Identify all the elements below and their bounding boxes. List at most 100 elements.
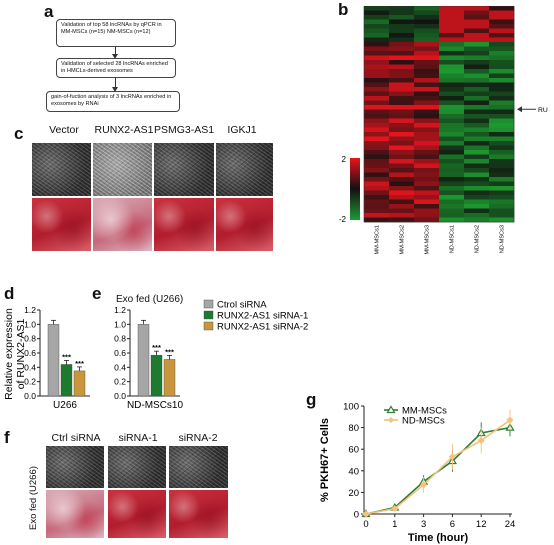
c-stain-psmg3-as1 bbox=[154, 198, 214, 251]
heatmap-cell bbox=[414, 217, 440, 223]
heatmap-cell bbox=[464, 154, 490, 160]
heatmap-cell bbox=[414, 132, 440, 137]
heatmap-cell bbox=[389, 114, 415, 119]
heatmap-cell bbox=[364, 46, 390, 52]
heatmap-cell bbox=[364, 78, 390, 83]
heatmap-cell bbox=[439, 154, 465, 160]
heatmap-cell bbox=[364, 100, 390, 106]
heatmap-cell bbox=[464, 91, 490, 97]
heatmap-cell bbox=[489, 190, 515, 196]
heatmap-column-label: ND-MSCs2 bbox=[475, 225, 481, 253]
heatmap-cell bbox=[414, 186, 440, 191]
heatmap-cell bbox=[489, 136, 515, 142]
heatmap-border bbox=[363, 6, 515, 223]
scale-min-label: -2 bbox=[339, 215, 347, 222]
heatmap-cell bbox=[414, 10, 440, 16]
heatmap-cell bbox=[489, 64, 515, 70]
heatmap-cell bbox=[389, 60, 415, 65]
y-tick-label: 0.4 bbox=[114, 362, 126, 372]
heatmap-cell bbox=[414, 28, 440, 34]
heatmap-cell bbox=[439, 195, 465, 200]
heatmap-cell bbox=[489, 15, 515, 20]
legend-marker bbox=[386, 405, 396, 414]
f-micrograph-sirna1 bbox=[108, 446, 166, 488]
heatmap-cell bbox=[389, 136, 415, 142]
legend-marker bbox=[388, 417, 394, 423]
heatmap-cell bbox=[464, 64, 490, 70]
data-point bbox=[362, 510, 370, 518]
heatmap-cell bbox=[464, 78, 490, 83]
heatmap-cell bbox=[389, 190, 415, 196]
heatmap-cell bbox=[439, 163, 465, 169]
heatmap-cell bbox=[439, 114, 465, 119]
f-side-label: Exo fed (U266) bbox=[28, 466, 39, 530]
heatmap-cell bbox=[439, 186, 465, 191]
heatmap-cell bbox=[414, 19, 440, 25]
heatmap-cell bbox=[364, 141, 390, 146]
heatmap-cell bbox=[439, 82, 465, 88]
heatmap-cell bbox=[414, 64, 440, 70]
heatmap-cell bbox=[439, 46, 465, 52]
heatmap-cell bbox=[464, 172, 490, 178]
heatmap-cell bbox=[464, 123, 490, 128]
heatmap-cell bbox=[489, 6, 515, 11]
heatmap-cell bbox=[439, 141, 465, 146]
heatmap-cell bbox=[389, 141, 415, 146]
heatmap-cell bbox=[464, 42, 490, 47]
heatmap-cell bbox=[464, 217, 490, 223]
heatmap-cell bbox=[389, 172, 415, 178]
heatmap-cell bbox=[389, 150, 415, 155]
x-tick-label: 3 bbox=[421, 519, 426, 530]
heatmap-cell bbox=[464, 96, 490, 101]
heatmap-cell bbox=[389, 37, 415, 43]
heatmap-cell bbox=[364, 109, 390, 115]
heatmap-cell bbox=[439, 213, 465, 218]
heatmap-cell bbox=[389, 28, 415, 34]
heatmap-cell bbox=[464, 69, 490, 74]
panel-a-label: a bbox=[44, 2, 54, 21]
heatmap-cell bbox=[414, 87, 440, 92]
heatmap-cell bbox=[364, 123, 390, 128]
y-tick-label: 60 bbox=[348, 445, 359, 456]
heatmap-cell bbox=[389, 6, 415, 11]
x-tick-label: 0 bbox=[363, 519, 368, 530]
heatmap-cell bbox=[364, 28, 390, 34]
heatmap-cell bbox=[414, 172, 440, 178]
legend-label: MM-MSCs bbox=[402, 406, 447, 417]
heatmap-cell bbox=[414, 6, 440, 11]
heatmap-cell bbox=[489, 105, 515, 110]
heatmap-cell bbox=[389, 186, 415, 191]
heatmap-cell bbox=[464, 159, 490, 164]
heatmap-cell bbox=[439, 190, 465, 196]
data-point bbox=[477, 436, 485, 445]
heatmap-cell bbox=[489, 172, 515, 178]
heatmap-column-label: MM-MSCs1 bbox=[375, 225, 381, 255]
heatmap-cell bbox=[464, 145, 490, 151]
heatmap-cell bbox=[414, 213, 440, 218]
heatmap-cell bbox=[414, 154, 440, 160]
heatmap-cell bbox=[389, 33, 415, 38]
heatmap-cell bbox=[439, 6, 465, 11]
f-col-label-sirna2: siRNA-2 bbox=[178, 432, 218, 444]
heatmap-cell bbox=[364, 87, 390, 92]
y-tick-label: 0.0 bbox=[24, 391, 36, 401]
heatmap-cell bbox=[489, 24, 515, 29]
heatmap-column-label: MM-MSCs2 bbox=[400, 225, 406, 255]
heatmap-color-scale: 2 -2 bbox=[339, 155, 360, 222]
y-tick-label: 1.2 bbox=[114, 305, 126, 315]
heatmap-cell bbox=[414, 141, 440, 146]
heatmap-cell bbox=[389, 159, 415, 164]
heatmap-cell bbox=[389, 154, 415, 160]
heatmap-cell bbox=[489, 145, 515, 151]
heatmap-cell bbox=[414, 42, 440, 47]
heatmap-cell bbox=[489, 28, 515, 34]
heatmap-cell bbox=[464, 208, 490, 214]
heatmap-cell bbox=[489, 78, 515, 83]
flow-step-2: Validation of selected 28 lncRNAs enrich… bbox=[56, 58, 176, 78]
heatmap-cell bbox=[364, 127, 390, 133]
heatmap-cell bbox=[389, 64, 415, 70]
heatmap-cell bbox=[389, 181, 415, 187]
heatmap-cell bbox=[389, 204, 415, 209]
heatmap-cell bbox=[414, 127, 440, 133]
